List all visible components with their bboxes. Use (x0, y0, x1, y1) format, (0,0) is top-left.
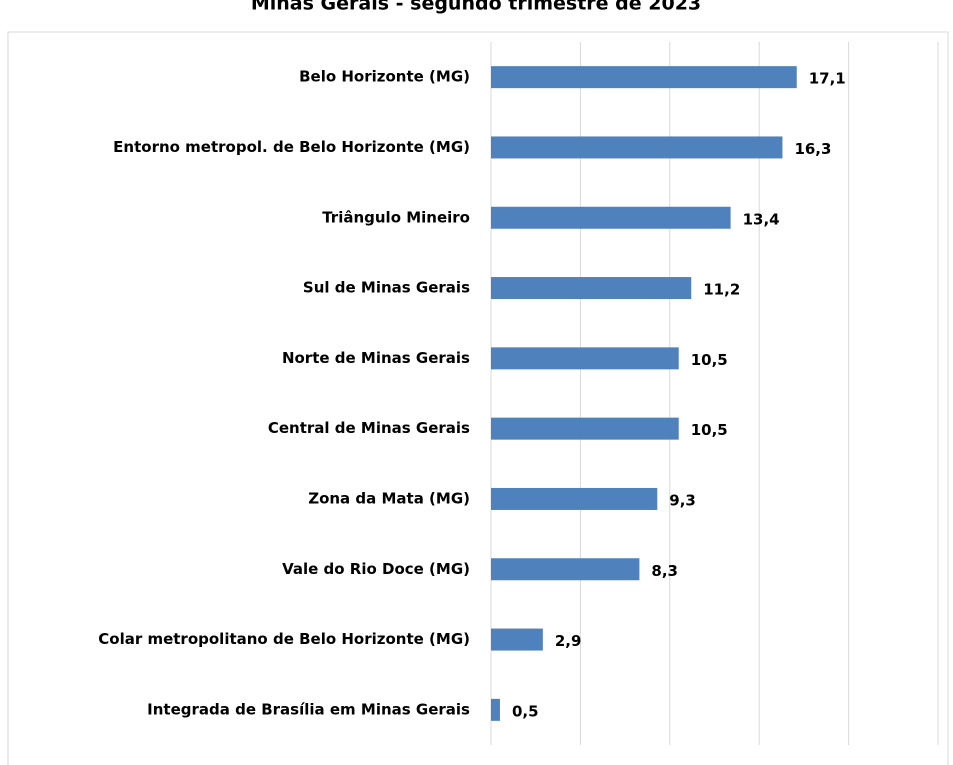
y-tick-label: Sul de Minas Gerais (303, 279, 470, 297)
data-label: 11,2 (703, 281, 740, 299)
bar (491, 66, 797, 89)
chart-border (7, 31, 949, 765)
bar (491, 136, 783, 159)
y-tick-label: Entorno metropol. de Belo Horizonte (MG) (113, 138, 470, 156)
y-tick-label: Central de Minas Gerais (268, 419, 470, 437)
bar (491, 206, 731, 229)
data-label: 10,5 (691, 421, 728, 439)
y-tick-label: Triângulo Mineiro (322, 208, 470, 226)
data-label: 2,9 (555, 632, 582, 650)
y-tick-label: Integrada de Brasília em Minas Gerais (147, 700, 470, 718)
bar (491, 628, 543, 651)
bar (491, 487, 658, 510)
y-tick-label: Colar metropolitano de Belo Horizonte (M… (98, 630, 470, 648)
y-tick-label: Vale do Rio Doce (MG) (282, 560, 470, 578)
y-tick-label: Zona da Mata (MG) (308, 489, 470, 507)
bar (491, 558, 640, 581)
data-label: 8,3 (651, 562, 678, 580)
data-label: 10,5 (691, 351, 728, 369)
data-label: 16,3 (794, 140, 831, 158)
bar (491, 698, 500, 721)
data-label: 9,3 (669, 491, 696, 509)
data-label: 17,1 (809, 70, 846, 88)
data-label: 13,4 (743, 210, 780, 228)
bar (491, 277, 692, 300)
data-label: 0,5 (512, 702, 539, 720)
y-tick-label: Norte de Minas Gerais (282, 349, 470, 367)
bar (491, 417, 679, 440)
y-tick-label: Belo Horizonte (MG) (299, 68, 470, 86)
bar (491, 347, 679, 370)
chart-title: Minas Gerais - segundo trimestre de 2023 (251, 0, 701, 15)
